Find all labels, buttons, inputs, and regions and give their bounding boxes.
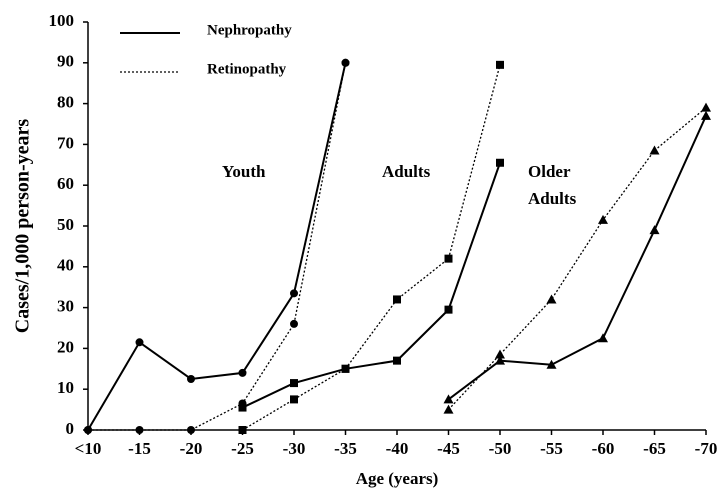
y-tick-label: 70 <box>57 133 74 152</box>
marker <box>135 338 144 347</box>
x-tick-label: -20 <box>180 439 203 458</box>
y-axis-label: Cases/1,000 person-years <box>12 119 34 334</box>
y-tick-label: 80 <box>57 93 74 112</box>
y-tick-label: 20 <box>57 337 74 356</box>
y-tick-label: 50 <box>57 215 74 234</box>
x-tick-label: -15 <box>128 439 151 458</box>
annotation: Adults <box>528 189 577 208</box>
x-tick-label: -50 <box>489 439 512 458</box>
marker <box>495 349 505 359</box>
marker <box>598 214 608 224</box>
marker <box>444 254 453 263</box>
series-line <box>87 62 347 431</box>
series-line <box>242 64 501 431</box>
marker <box>290 395 298 404</box>
y-tick-label: 0 <box>66 419 75 438</box>
marker <box>496 60 504 69</box>
series-line <box>448 107 707 411</box>
marker <box>443 394 454 404</box>
x-tick-label: -55 <box>540 439 563 458</box>
marker <box>84 426 92 434</box>
legend-label: Nephropathy <box>207 22 292 38</box>
marker <box>393 356 401 365</box>
marker <box>135 426 144 434</box>
y-tick-label: 60 <box>57 174 74 193</box>
marker <box>701 102 711 112</box>
marker <box>393 295 401 304</box>
marker <box>444 305 453 314</box>
x-tick-label: -70 <box>695 439 718 458</box>
marker <box>443 404 454 414</box>
marker <box>290 289 298 298</box>
y-tick-label: 100 <box>49 11 75 30</box>
marker <box>598 333 608 343</box>
marker <box>495 355 505 365</box>
marker <box>290 379 298 388</box>
y-tick-label: 90 <box>57 52 74 71</box>
x-tick-label: -45 <box>437 439 460 458</box>
marker <box>238 426 247 434</box>
marker <box>238 368 247 377</box>
marker <box>496 158 504 167</box>
series-line <box>242 162 501 409</box>
x-tick-label: -25 <box>231 439 254 458</box>
y-tick-label: 30 <box>57 297 74 316</box>
marker <box>238 403 247 412</box>
annotation: Older <box>528 162 571 181</box>
marker <box>290 319 298 328</box>
legend-label: Retinopathy <box>207 61 287 77</box>
x-tick-label: -30 <box>283 439 306 458</box>
marker <box>649 225 660 235</box>
y-tick-label: 10 <box>57 378 74 397</box>
y-tick-label: 40 <box>57 256 74 275</box>
marker <box>546 359 557 369</box>
series-line <box>88 62 347 431</box>
marker <box>341 364 350 373</box>
marker <box>187 426 195 434</box>
annotation: Adults <box>382 162 431 181</box>
x-axis-label: Age (years) <box>356 469 439 488</box>
x-tick-label: -65 <box>643 439 666 458</box>
x-tick-label: -60 <box>592 439 615 458</box>
marker <box>546 294 557 304</box>
marker <box>701 110 711 120</box>
x-tick-label: <10 <box>75 439 102 458</box>
marker <box>649 145 660 155</box>
series-line <box>447 115 707 401</box>
x-tick-label: -40 <box>386 439 409 458</box>
marker <box>341 58 350 67</box>
marker <box>187 375 195 383</box>
x-tick-label: -35 <box>334 439 357 458</box>
annotation: Youth <box>222 162 266 181</box>
